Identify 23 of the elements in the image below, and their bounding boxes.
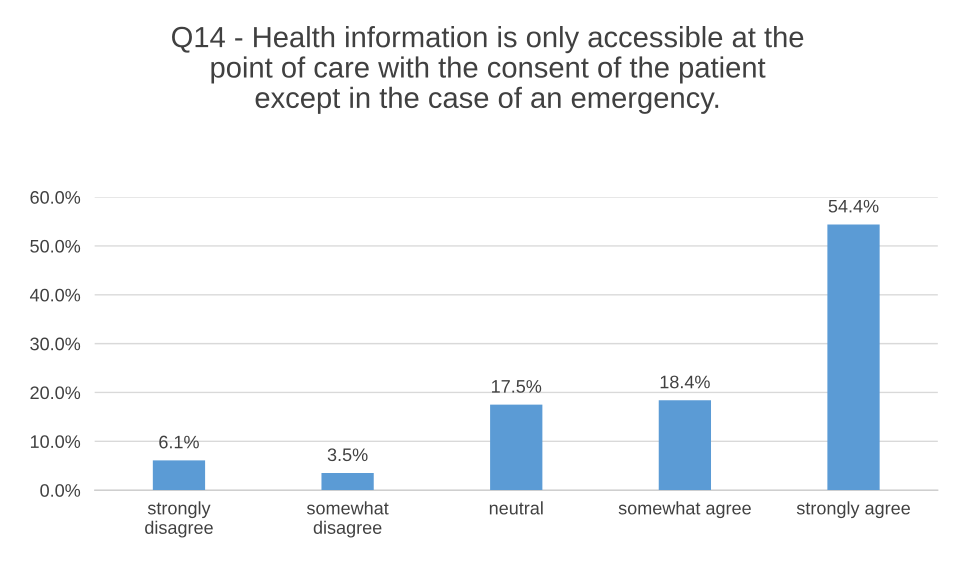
data-label: 18.4% — [660, 376, 710, 388]
y-tick-label: 10.0% — [30, 435, 80, 448]
data-label: 17.5% — [492, 380, 542, 393]
y-tick-label: 60.0% — [30, 191, 80, 204]
x-tick-label: somewhat agree — [618, 501, 751, 518]
bar — [321, 473, 374, 490]
y-tick-label: 30.0% — [30, 338, 80, 350]
x-tick-label: somewhat disagree — [306, 501, 389, 538]
y-tick-label: 0.0% — [40, 484, 80, 497]
data-label: 6.1% — [159, 436, 199, 448]
bar — [827, 224, 880, 490]
chart-title: Q14 - Health information is only accessible at the point of care with the consent of the patient except in the case of an emergency. — [172, 26, 804, 114]
x-tick-label: strongly disagree — [145, 501, 213, 538]
data-label: 3.5% — [328, 448, 368, 462]
bar — [490, 404, 542, 490]
y-tick-label: 50.0% — [30, 240, 80, 253]
x-tick-label: strongly agree — [796, 501, 910, 518]
y-tick-label: 40.0% — [30, 288, 80, 302]
bar — [152, 460, 206, 490]
y-tick-label: 20.0% — [30, 386, 80, 400]
x-tick-label: neutral — [490, 501, 543, 515]
data-label: 54.4% — [828, 200, 878, 213]
bar — [658, 400, 712, 490]
